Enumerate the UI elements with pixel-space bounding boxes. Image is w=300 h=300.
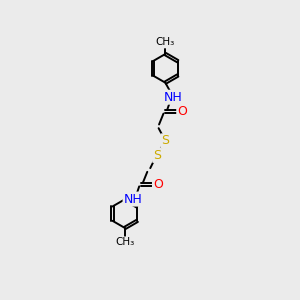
Text: CH₃: CH₃: [156, 38, 175, 47]
Text: O: O: [153, 178, 163, 191]
Text: O: O: [177, 105, 187, 118]
Text: CH₃: CH₃: [115, 237, 134, 247]
Text: NH: NH: [164, 91, 183, 104]
Text: NH: NH: [124, 193, 142, 206]
Text: S: S: [153, 149, 161, 162]
Text: S: S: [161, 134, 169, 147]
